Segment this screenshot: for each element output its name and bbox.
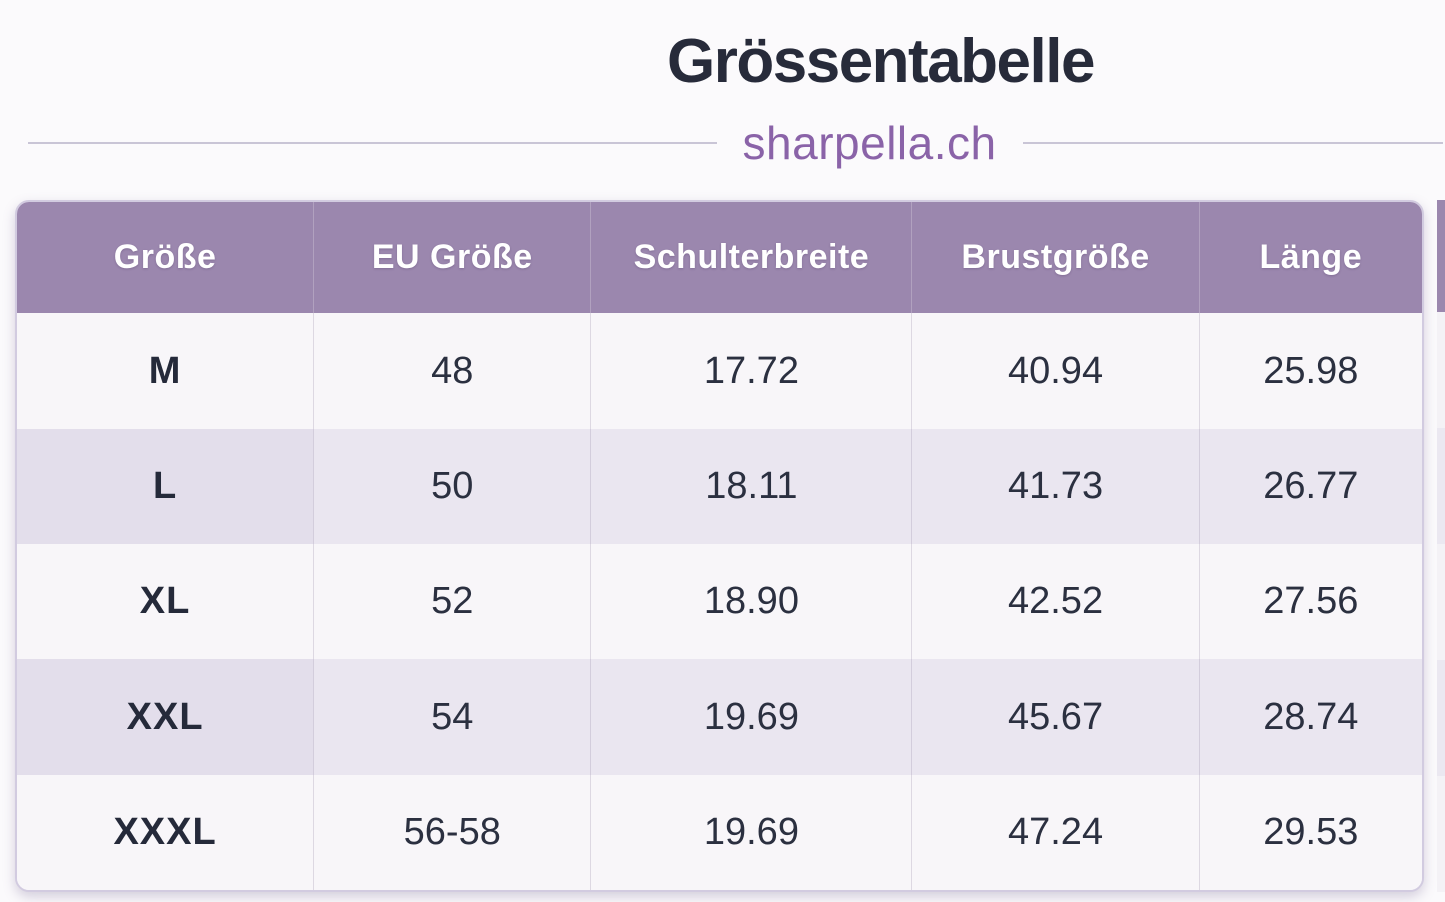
eu-size-cell: 52 [313,544,590,660]
eu-size-cell: 48 [313,313,590,429]
chest-size-cell: 40.94 [911,313,1198,429]
cropped-edge-row [1437,660,1445,776]
size-cell: XXL [17,659,314,775]
table-header-row: Größe EU Größe Schulterbreite Brustgröße… [17,202,1422,314]
column-header-size: Größe [113,238,217,277]
cropped-edge-row [1437,428,1445,544]
length-cell: 25.98 [1198,313,1422,429]
table-row: XL 52 18.90 42.52 27.56 [17,544,1422,660]
chest-size-cell: 41.73 [911,428,1198,545]
cropped-edge-header [1437,200,1445,312]
cropped-edge-row [1437,312,1445,428]
site-name: sharpella.ch [742,117,997,169]
chest-size-cell: 42.52 [911,544,1198,660]
length-cell: 27.56 [1198,544,1422,660]
subtitle-row: sharpella.ch [0,116,1445,170]
shoulder-width-cell: 19.69 [590,659,911,775]
length-cell: 29.53 [1198,774,1422,890]
size-cell: XXXL [113,810,217,853]
size-cell: L [17,428,314,545]
column-header-eu-size: EU Größe [313,202,590,314]
size-cell: M [148,349,182,392]
eu-size-cell: 54 [313,659,590,775]
table-row: XXL 54 19.69 45.67 28.74 [17,659,1422,775]
shoulder-width-cell: 18.11 [590,428,911,545]
eu-size-cell: 50 [313,428,590,545]
shoulder-width-cell: 17.72 [590,313,911,429]
size-cell: XL [139,580,191,623]
length-cell: 26.77 [1198,428,1422,545]
chest-size-cell: 47.24 [911,774,1198,890]
cropped-table-edge [1437,200,1445,892]
column-header-shoulder-width: Schulterbreite [590,202,911,314]
length-cell: 28.74 [1198,659,1422,775]
shoulder-width-cell: 19.69 [590,774,911,890]
table-row: XXXL 56-58 19.69 47.24 29.53 [17,774,1422,890]
page-title: Grössentabelle [667,27,1095,96]
divider-line-right [1022,142,1443,144]
table-row: L 50 18.11 41.73 26.77 [17,428,1422,545]
cropped-edge-row [1437,776,1445,892]
column-header-length: Länge [1198,202,1422,314]
eu-size-cell: 56-58 [313,774,590,890]
divider-line-left [28,142,717,144]
size-chart-table: Größe EU Größe Schulterbreite Brustgröße… [15,200,1424,892]
chest-size-cell: 45.67 [911,659,1198,775]
table-row: M 48 17.72 40.94 25.98 [17,313,1422,429]
shoulder-width-cell: 18.90 [590,544,911,660]
column-header-chest-size: Brustgröße [911,202,1198,314]
cropped-edge-row [1437,544,1445,660]
